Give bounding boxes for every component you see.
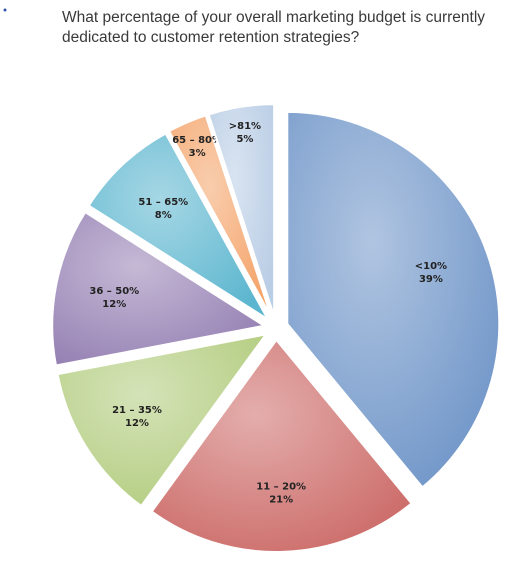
slice-value: 12%: [125, 418, 149, 429]
slice-label: 21 – 35%: [112, 405, 162, 416]
slice-shine: [57, 334, 266, 506]
chart-title: What percentage of your overall marketin…: [62, 9, 486, 46]
slice-shine: [169, 115, 272, 317]
slice-value: 3%: [189, 148, 206, 159]
slice-shine: [287, 111, 500, 488]
slice-value: 39%: [419, 274, 443, 285]
slice-label: 11 – 20%: [256, 482, 306, 493]
slice-label: >81%: [229, 121, 261, 132]
dot: [3, 8, 7, 12]
slice-label: <10%: [415, 261, 447, 272]
slice-label: 65 – 80%: [172, 135, 222, 146]
slice-shine: [208, 104, 275, 317]
slice-label: 36 – 50%: [89, 286, 139, 297]
slice-value: 12%: [102, 299, 126, 310]
slice-label: 51 – 65%: [138, 197, 188, 208]
slice-value: 21%: [269, 495, 293, 506]
slice-shine: [151, 339, 412, 552]
slice-value: 8%: [155, 210, 172, 221]
slice-shine: [88, 133, 268, 320]
slice-shine: [52, 212, 265, 366]
slice-value: 5%: [236, 134, 253, 145]
